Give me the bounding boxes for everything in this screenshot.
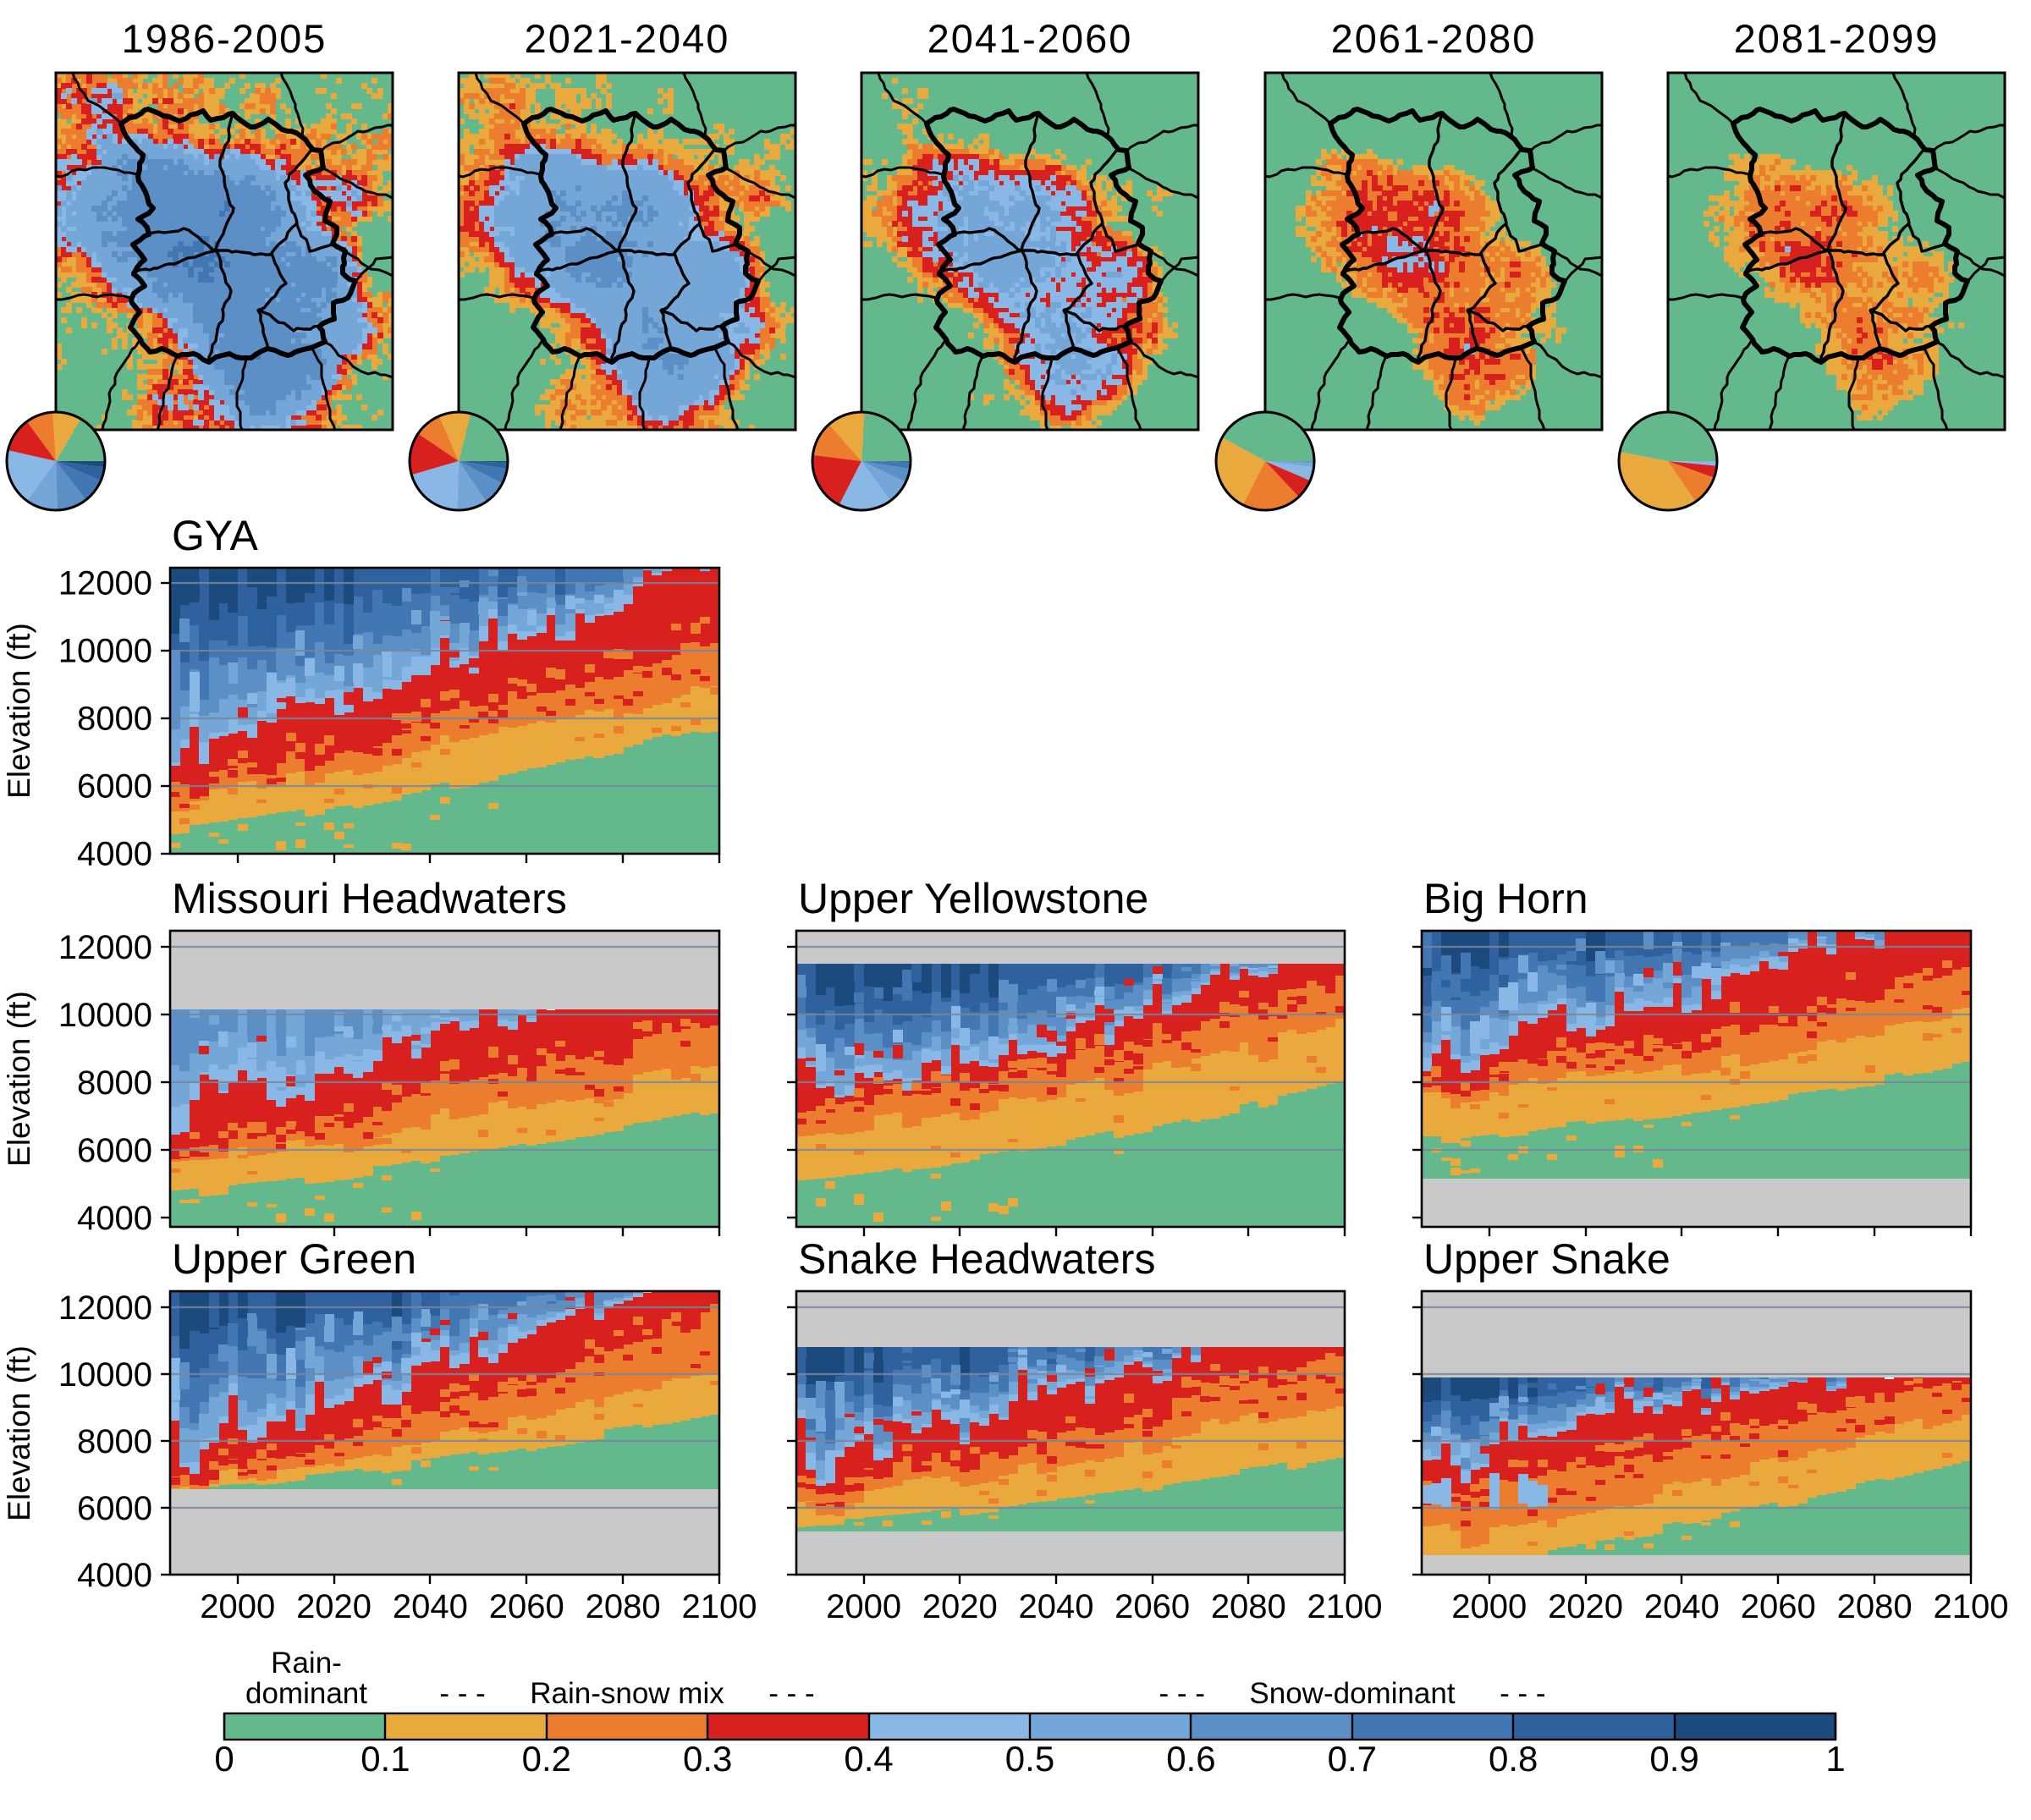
svg-text:2080: 2080 xyxy=(1211,1588,1286,1625)
svg-text:2040: 2040 xyxy=(393,1588,468,1625)
svg-text:2060: 2060 xyxy=(1115,1588,1190,1625)
svg-text:Upper Green: Upper Green xyxy=(172,1235,416,1283)
svg-text:0.9: 0.9 xyxy=(1649,1739,1698,1779)
svg-text:0.4: 0.4 xyxy=(844,1739,893,1779)
svg-text:Elevation (ft): Elevation (ft) xyxy=(2,991,36,1167)
svg-text:0: 0 xyxy=(214,1739,234,1779)
svg-text:12000: 12000 xyxy=(58,1289,152,1327)
svg-text:6000: 6000 xyxy=(77,1132,152,1169)
svg-text:Upper Snake: Upper Snake xyxy=(1423,1235,1670,1283)
svg-text:10000: 10000 xyxy=(58,997,152,1034)
svg-text:- - - Rain-snow mix - - -: - - - Rain-snow mix - - - xyxy=(439,1677,814,1710)
svg-text:4000: 4000 xyxy=(77,836,152,873)
svg-text:2000: 2000 xyxy=(1451,1588,1527,1625)
svg-text:2060: 2060 xyxy=(1741,1588,1816,1625)
svg-text:6000: 6000 xyxy=(77,1490,152,1527)
svg-text:2080: 2080 xyxy=(1837,1588,1913,1625)
svg-text:2060: 2060 xyxy=(489,1588,564,1625)
svg-text:1: 1 xyxy=(1825,1739,1845,1779)
svg-text:10000: 10000 xyxy=(58,1356,152,1394)
svg-text:2100: 2100 xyxy=(682,1588,757,1625)
svg-text:10000: 10000 xyxy=(58,633,152,670)
svg-text:0.5: 0.5 xyxy=(1005,1739,1054,1779)
svg-text:2021-2040: 2021-2040 xyxy=(525,16,730,61)
svg-text:0.1: 0.1 xyxy=(361,1739,410,1779)
svg-text:0.6: 0.6 xyxy=(1166,1739,1215,1779)
svg-text:12000: 12000 xyxy=(58,565,152,602)
svg-text:8000: 8000 xyxy=(77,701,152,738)
svg-text:8000: 8000 xyxy=(77,1064,152,1102)
svg-text:4000: 4000 xyxy=(77,1200,152,1237)
svg-text:0.2: 0.2 xyxy=(522,1739,571,1779)
svg-text:2061-2080: 2061-2080 xyxy=(1331,16,1537,61)
svg-text:Big Horn: Big Horn xyxy=(1423,875,1588,922)
svg-text:Rain-: Rain- xyxy=(271,1647,342,1680)
svg-text:2100: 2100 xyxy=(1307,1588,1383,1625)
svg-text:8000: 8000 xyxy=(77,1423,152,1460)
svg-text:2020: 2020 xyxy=(1548,1588,1623,1625)
svg-text:2020: 2020 xyxy=(922,1588,998,1625)
svg-text:2081-2099: 2081-2099 xyxy=(1734,16,1940,61)
svg-text:2020: 2020 xyxy=(296,1588,372,1625)
svg-text:- - - Snow-dominant - - -: - - - Snow-dominant - - - xyxy=(1159,1677,1545,1710)
svg-text:0.8: 0.8 xyxy=(1489,1739,1538,1779)
svg-text:Snake Headwaters: Snake Headwaters xyxy=(798,1235,1155,1283)
svg-text:2080: 2080 xyxy=(586,1588,661,1625)
svg-text:4000: 4000 xyxy=(77,1557,152,1594)
svg-text:2040: 2040 xyxy=(1644,1588,1720,1625)
svg-text:0.7: 0.7 xyxy=(1328,1739,1377,1779)
svg-text:2040: 2040 xyxy=(1018,1588,1093,1625)
svg-text:Missouri Headwaters: Missouri Headwaters xyxy=(172,875,567,922)
svg-text:Elevation (ft): Elevation (ft) xyxy=(2,623,36,799)
svg-text:1986-2005: 1986-2005 xyxy=(122,16,327,61)
svg-text:0.3: 0.3 xyxy=(683,1739,732,1779)
svg-text:2041-2060: 2041-2060 xyxy=(927,16,1133,61)
svg-text:2000: 2000 xyxy=(826,1588,901,1625)
svg-text:2100: 2100 xyxy=(1934,1588,2009,1625)
svg-text:dominant: dominant xyxy=(245,1677,367,1710)
svg-text:2000: 2000 xyxy=(200,1588,275,1625)
svg-text:6000: 6000 xyxy=(77,768,152,806)
svg-text:Elevation (ft): Elevation (ft) xyxy=(2,1345,36,1521)
svg-text:Upper Yellowstone: Upper Yellowstone xyxy=(798,875,1148,922)
svg-text:12000: 12000 xyxy=(58,929,152,966)
svg-text:GYA: GYA xyxy=(172,512,259,559)
